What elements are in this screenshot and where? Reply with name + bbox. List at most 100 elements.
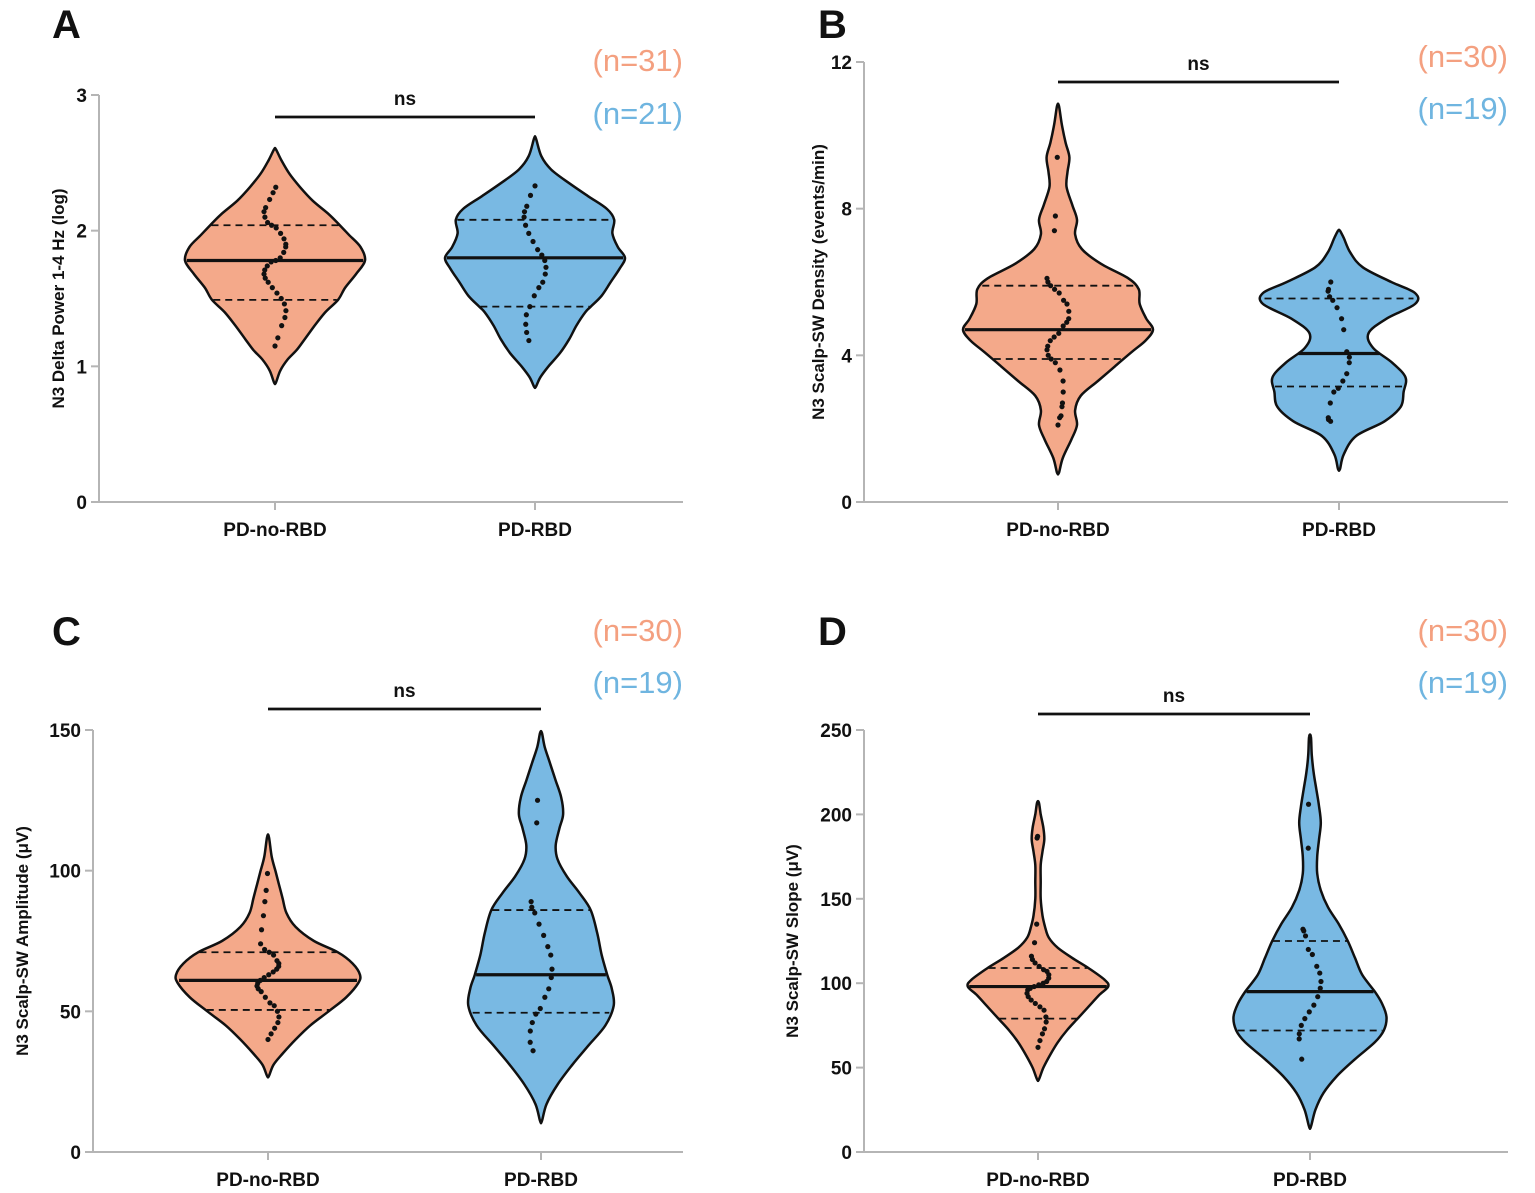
data-point — [1060, 389, 1066, 395]
data-point — [527, 1028, 533, 1034]
x-category-label: PD-RBD — [498, 520, 572, 541]
x-category-label: PD-no-RBD — [223, 520, 326, 541]
data-point — [1331, 389, 1337, 395]
data-point — [257, 977, 263, 983]
y-tick-label: 0 — [841, 493, 852, 514]
data-point — [265, 279, 271, 285]
data-point — [1052, 286, 1058, 292]
data-point — [267, 196, 273, 203]
data-point — [1036, 982, 1042, 988]
data-point — [262, 267, 268, 273]
data-point — [522, 222, 529, 228]
data-point — [1060, 297, 1067, 303]
sample-size-label: (n=30) — [593, 613, 683, 648]
panel-a: A 0 1 2 3 N3 Delta Power 1-4 Hz (log) PD-no-RB… — [49, 3, 683, 541]
data-point — [1048, 283, 1054, 289]
data-point — [1051, 334, 1057, 340]
data-point — [282, 314, 288, 321]
data-point — [534, 797, 541, 803]
data-point — [1056, 330, 1062, 336]
violin-pd-rbd — [1232, 733, 1388, 1131]
data-point — [1346, 354, 1352, 360]
data-point — [542, 994, 548, 1000]
data-point — [274, 1008, 280, 1014]
violin-pd-rbd — [1258, 228, 1420, 473]
data-point — [529, 1019, 535, 1026]
data-point — [1045, 352, 1051, 358]
data-point — [1041, 1026, 1048, 1032]
data-point — [1051, 228, 1058, 234]
violin-pd-no-rbd — [183, 146, 367, 386]
data-point — [1335, 385, 1341, 391]
data-point — [542, 257, 548, 264]
x-category-label: PD-RBD — [504, 1170, 578, 1191]
data-point — [274, 958, 280, 964]
data-point — [1041, 1007, 1047, 1013]
data-point — [281, 301, 287, 307]
y-tick-label: 3 — [76, 86, 87, 107]
data-point — [258, 927, 265, 933]
data-point — [540, 279, 546, 285]
data-point — [265, 219, 271, 226]
data-point — [549, 966, 555, 972]
sample-size-label: (n=19) — [1418, 665, 1508, 700]
data-point — [1330, 297, 1336, 303]
data-point — [1031, 940, 1038, 946]
violin-pd-rbd — [443, 134, 627, 390]
data-point — [1066, 308, 1072, 314]
y-tick-label: 0 — [76, 493, 87, 514]
data-point — [531, 293, 537, 299]
data-point — [1328, 279, 1334, 285]
data-point — [1035, 833, 1041, 839]
data-point — [266, 972, 272, 978]
data-point — [260, 913, 267, 919]
significance-label: ns — [1187, 54, 1209, 75]
sample-size-label: (n=30) — [1418, 613, 1508, 648]
data-point — [528, 899, 534, 905]
y-tick-label: 1 — [76, 357, 87, 378]
data-point — [265, 1036, 271, 1043]
data-point — [1037, 1037, 1043, 1044]
data-point — [1346, 360, 1352, 366]
y-tick-label: 4 — [841, 346, 852, 367]
data-point — [1048, 356, 1054, 362]
y-tick-label: 150 — [820, 890, 852, 911]
data-point — [536, 285, 542, 291]
data-point — [1334, 305, 1340, 311]
y-axis-label: N3 Scalp-SW Amplitude (μV) — [13, 826, 32, 1056]
data-point — [532, 910, 538, 916]
data-point — [1052, 213, 1058, 219]
data-point — [1052, 360, 1058, 366]
data-point — [261, 209, 267, 215]
data-point — [527, 304, 533, 310]
violin-pd-no-rbd — [966, 799, 1110, 1083]
panel-letter: B — [818, 3, 847, 47]
data-point — [1058, 413, 1064, 419]
data-point — [1043, 1019, 1049, 1025]
data-point — [524, 203, 530, 209]
significance-label: ns — [394, 89, 416, 110]
data-point — [268, 259, 274, 265]
sample-size-label: (n=31) — [593, 43, 683, 78]
y-tick-label: 200 — [820, 805, 852, 826]
data-point — [1036, 963, 1042, 969]
y-tick-label: 100 — [49, 862, 81, 883]
data-point — [269, 222, 275, 228]
sample-size-label: (n=30) — [1418, 39, 1508, 74]
violin-pd-no-rbd — [961, 102, 1155, 476]
data-point — [1325, 415, 1331, 421]
data-point — [527, 1039, 533, 1045]
data-point — [539, 252, 545, 258]
data-point — [262, 994, 268, 1000]
data-point — [542, 271, 548, 277]
y-tick-label: 50 — [60, 1002, 81, 1023]
data-point — [1056, 290, 1062, 296]
significance-label: ns — [1163, 686, 1185, 707]
data-point — [1057, 367, 1063, 373]
data-point — [529, 904, 535, 910]
y-tick-label: 50 — [831, 1059, 852, 1080]
data-point — [1305, 801, 1312, 807]
data-point — [266, 949, 272, 955]
data-point — [262, 899, 268, 905]
data-point — [264, 870, 271, 877]
